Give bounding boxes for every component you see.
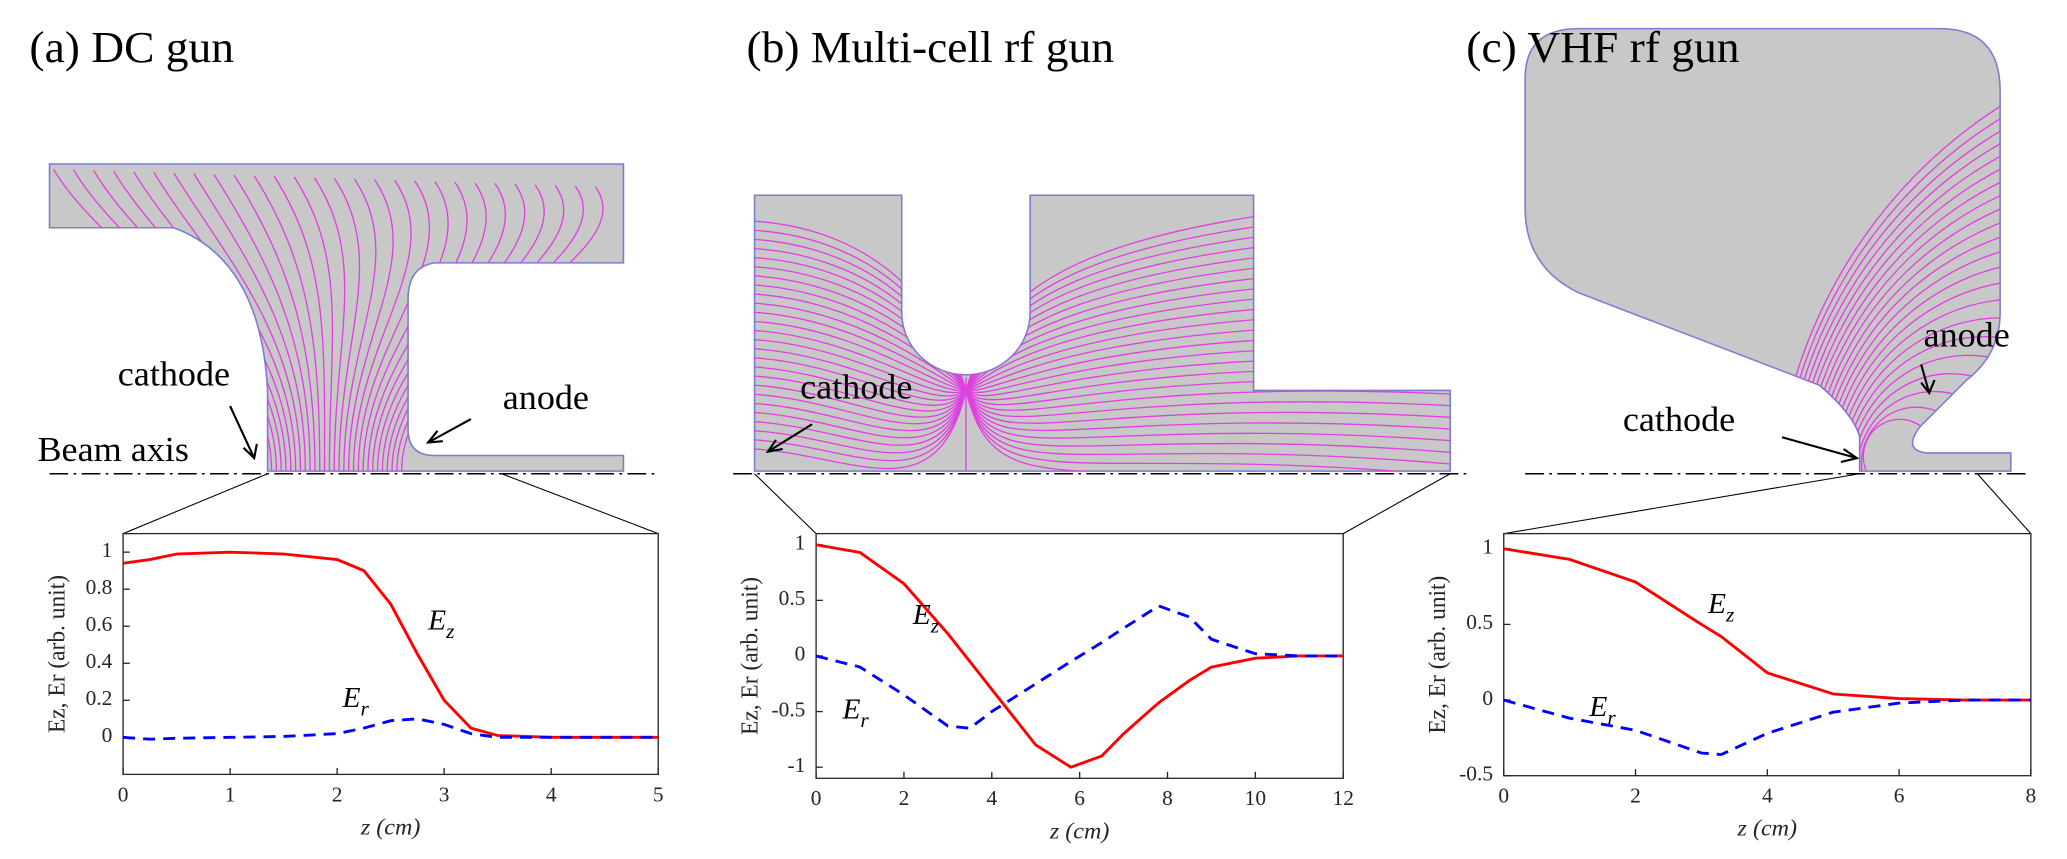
field-line bbox=[1814, 202, 2011, 472]
x-tick-label: 0 bbox=[1498, 784, 1509, 808]
y-tick-label: 0.5 bbox=[1466, 610, 1493, 634]
y-axis-label: Ez, Er (arb. unit) bbox=[44, 575, 70, 733]
annotation: cathode bbox=[118, 354, 230, 393]
y-tick-label: 0 bbox=[795, 642, 806, 666]
x-tick-label: 5 bbox=[653, 783, 664, 807]
x-tick-label: 2 bbox=[899, 786, 910, 810]
data-line bbox=[1503, 698, 2031, 756]
y-tick-label: 0 bbox=[1482, 686, 1493, 710]
field-line bbox=[173, 172, 302, 472]
panel-title: (b) Multi-cell rf gun bbox=[747, 23, 1114, 72]
field-line bbox=[754, 375, 1451, 412]
annotation: anode bbox=[503, 377, 589, 416]
field-line bbox=[754, 390, 1451, 454]
data-line bbox=[815, 604, 1344, 730]
y-tick-label: 1 bbox=[1482, 535, 1493, 559]
series-label: Er bbox=[341, 682, 369, 720]
field-line bbox=[1780, 49, 2011, 472]
field-line bbox=[233, 174, 316, 472]
field-line bbox=[754, 390, 1451, 472]
series-label: Ez bbox=[912, 599, 939, 637]
field-line bbox=[754, 390, 1451, 472]
x-axis-label: z (cm) bbox=[1049, 819, 1110, 845]
field-line bbox=[313, 177, 346, 472]
plot-area bbox=[1503, 532, 2032, 777]
x-tick-label: 2 bbox=[332, 783, 343, 807]
y-tick-label: 0.8 bbox=[86, 575, 113, 599]
field-line bbox=[1805, 164, 2011, 472]
field-line bbox=[754, 390, 1451, 432]
x-tick-label: 6 bbox=[1894, 784, 1905, 808]
y-tick-label: -0.5 bbox=[1459, 762, 1493, 786]
data-line bbox=[1503, 547, 2031, 702]
field-line bbox=[1775, 30, 2011, 472]
x-tick-label: 10 bbox=[1245, 786, 1266, 810]
x-tick-label: 8 bbox=[1162, 786, 1173, 810]
annotation: cathode bbox=[1623, 399, 1735, 438]
x-tick-label: 2 bbox=[1630, 784, 1641, 808]
field-line bbox=[193, 173, 306, 472]
field-line bbox=[1792, 107, 2011, 472]
x-tick-label: 12 bbox=[1333, 786, 1354, 810]
field-line bbox=[347, 179, 394, 472]
field-line bbox=[754, 390, 1451, 425]
field-line bbox=[1797, 126, 2011, 472]
field-line bbox=[754, 390, 1451, 442]
field-line bbox=[352, 179, 412, 472]
field-line bbox=[253, 175, 321, 472]
y-tick-label: -0.5 bbox=[772, 698, 806, 722]
x-axis-label: z (cm) bbox=[360, 815, 421, 841]
panel-title: (a) DC gun bbox=[29, 23, 234, 72]
x-tick-label: 0 bbox=[811, 786, 822, 810]
field-line bbox=[1801, 145, 2011, 472]
y-tick-label: -1 bbox=[788, 753, 806, 777]
y-axis-label: Ez, Er (arb. unit) bbox=[1425, 576, 1451, 734]
plot-area bbox=[122, 532, 659, 776]
x-tick-label: 6 bbox=[1074, 786, 1085, 810]
x-tick-label: 1 bbox=[225, 783, 236, 807]
y-tick-label: 0.6 bbox=[86, 612, 113, 636]
axis-lines bbox=[49, 472, 2032, 535]
x-tick-label: 4 bbox=[986, 786, 997, 810]
field-line bbox=[293, 176, 334, 472]
field-line bbox=[333, 177, 361, 472]
field-line bbox=[213, 174, 311, 472]
y-tick-label: 0.5 bbox=[779, 586, 806, 610]
y-tick-label: 0.4 bbox=[86, 649, 113, 673]
x-tick-label: 0 bbox=[118, 783, 129, 807]
x-tick-label: 4 bbox=[1762, 784, 1773, 808]
field-line bbox=[343, 178, 377, 472]
arrows bbox=[229, 364, 1936, 464]
field-line bbox=[273, 176, 326, 472]
field-line bbox=[357, 180, 431, 472]
x-axis-label: z (cm) bbox=[1737, 816, 1798, 842]
x-tick-label: 4 bbox=[546, 783, 557, 807]
field-line bbox=[754, 384, 1451, 418]
field-line bbox=[1809, 183, 2011, 472]
series-label: Er bbox=[841, 693, 869, 731]
field-line bbox=[1784, 68, 2011, 472]
annotation: Beam axis bbox=[37, 429, 188, 468]
annotation: cathode bbox=[800, 367, 912, 406]
y-tick-label: 1 bbox=[795, 531, 806, 555]
y-tick-label: 0.2 bbox=[86, 686, 113, 710]
panel-title: (c) VHF rf gun bbox=[1466, 23, 1739, 72]
annotation: anode bbox=[1924, 315, 2010, 354]
x-tick-label: 8 bbox=[2026, 784, 2037, 808]
data-line bbox=[122, 550, 659, 739]
y-axis-label: Ez, Er (arb. unit) bbox=[737, 577, 763, 735]
series-label: Ez bbox=[1707, 588, 1734, 626]
series-label: Er bbox=[1588, 691, 1616, 729]
x-tick-label: 3 bbox=[439, 783, 450, 807]
y-tick-label: 1 bbox=[102, 538, 113, 562]
data-line bbox=[815, 543, 1344, 769]
data-line bbox=[122, 717, 659, 741]
series-label: Ez bbox=[427, 604, 454, 642]
y-tick-label: 0 bbox=[102, 723, 113, 747]
field-line bbox=[1788, 88, 2011, 472]
